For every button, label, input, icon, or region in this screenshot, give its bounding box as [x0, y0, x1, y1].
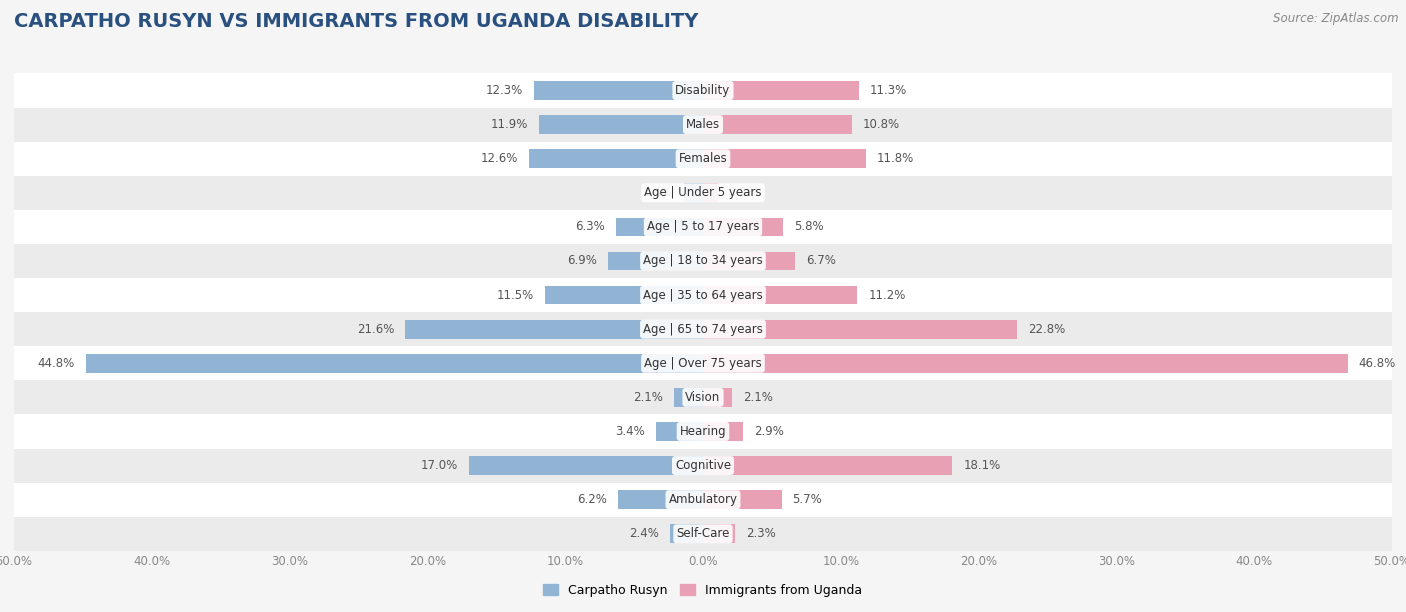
Text: 2.4%: 2.4%: [628, 528, 659, 540]
Bar: [14, 244, 1392, 278]
Bar: [14, 108, 1392, 141]
Bar: [14, 380, 1392, 414]
Bar: [544, 286, 703, 304]
Bar: [703, 320, 1017, 338]
Bar: [657, 422, 703, 441]
Bar: [669, 524, 703, 543]
Text: Age | 18 to 34 years: Age | 18 to 34 years: [643, 255, 763, 267]
Text: CARPATHO RUSYN VS IMMIGRANTS FROM UGANDA DISABILITY: CARPATHO RUSYN VS IMMIGRANTS FROM UGANDA…: [14, 12, 699, 31]
Bar: [14, 483, 1392, 517]
Bar: [14, 414, 1392, 449]
Text: 12.3%: 12.3%: [485, 84, 523, 97]
Bar: [703, 286, 858, 304]
Bar: [14, 312, 1392, 346]
Text: Hearing: Hearing: [679, 425, 727, 438]
Text: Ambulatory: Ambulatory: [668, 493, 738, 506]
Bar: [405, 320, 703, 338]
Bar: [683, 184, 703, 202]
Bar: [703, 115, 852, 134]
Bar: [703, 422, 742, 441]
Text: 6.9%: 6.9%: [567, 255, 598, 267]
Bar: [703, 490, 782, 509]
Bar: [616, 217, 703, 236]
Text: 6.2%: 6.2%: [576, 493, 606, 506]
Text: 22.8%: 22.8%: [1028, 323, 1066, 335]
Text: 11.3%: 11.3%: [870, 84, 907, 97]
Bar: [86, 354, 703, 373]
Bar: [533, 81, 703, 100]
Text: 11.8%: 11.8%: [876, 152, 914, 165]
Bar: [14, 517, 1392, 551]
Text: Males: Males: [686, 118, 720, 131]
Bar: [14, 73, 1392, 108]
Text: 6.3%: 6.3%: [575, 220, 605, 233]
Bar: [703, 354, 1348, 373]
Text: 10.8%: 10.8%: [863, 118, 900, 131]
Text: 44.8%: 44.8%: [38, 357, 75, 370]
Text: 17.0%: 17.0%: [420, 459, 458, 472]
Legend: Carpatho Rusyn, Immigrants from Uganda: Carpatho Rusyn, Immigrants from Uganda: [538, 579, 868, 602]
Text: 46.8%: 46.8%: [1358, 357, 1396, 370]
Bar: [673, 388, 703, 407]
Bar: [14, 210, 1392, 244]
Text: Age | Under 5 years: Age | Under 5 years: [644, 186, 762, 200]
Text: 2.1%: 2.1%: [742, 391, 773, 404]
Bar: [703, 456, 952, 475]
Bar: [607, 252, 703, 271]
Bar: [468, 456, 703, 475]
Bar: [703, 524, 735, 543]
Text: 2.3%: 2.3%: [745, 528, 776, 540]
Text: 11.9%: 11.9%: [491, 118, 529, 131]
Text: Disability: Disability: [675, 84, 731, 97]
Text: 12.6%: 12.6%: [481, 152, 519, 165]
Bar: [538, 115, 703, 134]
Bar: [703, 217, 783, 236]
Text: 3.4%: 3.4%: [616, 425, 645, 438]
Text: Age | 65 to 74 years: Age | 65 to 74 years: [643, 323, 763, 335]
Bar: [14, 346, 1392, 380]
Text: Age | 5 to 17 years: Age | 5 to 17 years: [647, 220, 759, 233]
Text: 6.7%: 6.7%: [807, 255, 837, 267]
Text: 18.1%: 18.1%: [963, 459, 1001, 472]
Bar: [14, 449, 1392, 483]
Bar: [703, 388, 733, 407]
Bar: [703, 252, 796, 271]
Bar: [14, 278, 1392, 312]
Text: Self-Care: Self-Care: [676, 528, 730, 540]
Text: Cognitive: Cognitive: [675, 459, 731, 472]
Text: 5.8%: 5.8%: [794, 220, 824, 233]
Text: 21.6%: 21.6%: [357, 323, 394, 335]
Text: Age | 35 to 64 years: Age | 35 to 64 years: [643, 289, 763, 302]
Text: Source: ZipAtlas.com: Source: ZipAtlas.com: [1274, 12, 1399, 25]
Bar: [530, 149, 703, 168]
Text: Females: Females: [679, 152, 727, 165]
Bar: [14, 141, 1392, 176]
Text: 2.9%: 2.9%: [754, 425, 785, 438]
Text: 2.1%: 2.1%: [633, 391, 664, 404]
Text: 5.7%: 5.7%: [793, 493, 823, 506]
Text: 1.1%: 1.1%: [730, 186, 759, 200]
Bar: [14, 176, 1392, 210]
Text: 1.4%: 1.4%: [643, 186, 672, 200]
Text: 11.2%: 11.2%: [869, 289, 905, 302]
Text: Age | Over 75 years: Age | Over 75 years: [644, 357, 762, 370]
Text: Vision: Vision: [685, 391, 721, 404]
Bar: [703, 184, 718, 202]
Text: 11.5%: 11.5%: [496, 289, 533, 302]
Bar: [703, 81, 859, 100]
Bar: [703, 149, 866, 168]
Bar: [617, 490, 703, 509]
